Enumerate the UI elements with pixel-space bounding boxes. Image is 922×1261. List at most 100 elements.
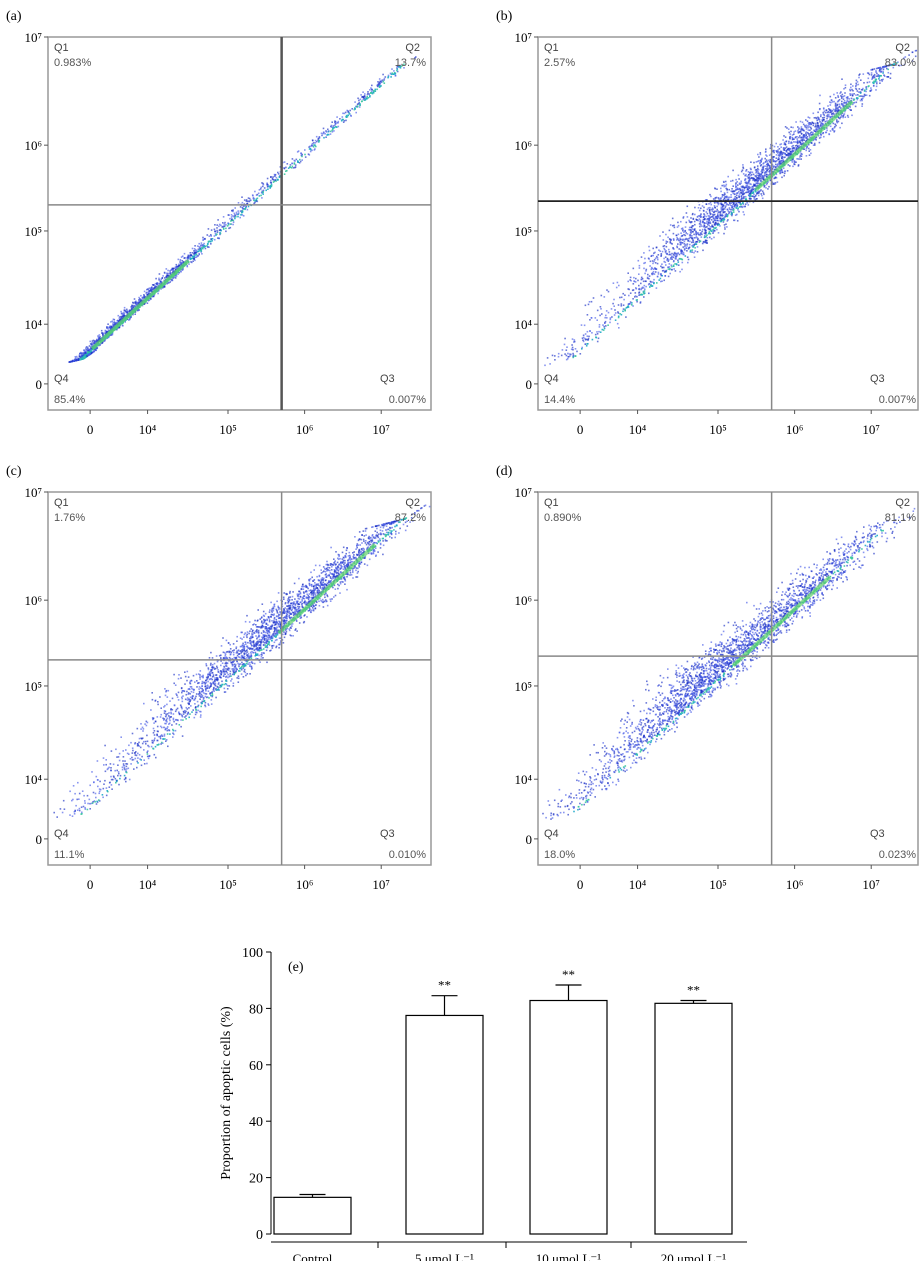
y-tick-label: 100	[242, 946, 263, 961]
x-tick-label: 5 μmol L⁻¹	[415, 1251, 474, 1261]
quadrant-pct-q3: 0.010%	[389, 849, 427, 861]
quadrant-label-q3: Q3	[870, 828, 885, 840]
quadrant-pct-q4: 11.1%	[54, 849, 85, 861]
significance-mark: **	[687, 983, 700, 998]
panel-label: (b)	[496, 9, 513, 24]
y-tick-label: 10⁴	[514, 317, 532, 332]
y-tick-label: 10⁶	[514, 593, 532, 608]
y-tick-label: 10⁵	[24, 224, 42, 239]
quadrant-label-q2: Q2	[405, 497, 420, 509]
panel-label: (e)	[288, 960, 304, 975]
x-tick-label: 10⁴	[139, 422, 157, 437]
bar	[529, 999, 608, 1235]
x-tick-label: 0	[577, 422, 584, 437]
flow-panel-c: (c) Q1 1.76% Q2 87.2% Q3 0.010% Q4 11.1% 10⁷ 10⁶ 10…	[0, 455, 440, 895]
y-tick-label: 10⁷	[24, 485, 42, 500]
y-tick-label: 0	[526, 832, 533, 847]
y-tick-label: 0	[36, 832, 43, 847]
quadrant-pct-q2: 83.0%	[885, 57, 916, 69]
x-tick-label: 10⁶	[296, 422, 314, 437]
flow-panel-a: (a) Q1 0.983% Q2 13.7% Q3 0.007% Q4 85.4% 10⁷ 10⁶ 1…	[0, 0, 440, 440]
quadrant-pct-q4: 14.4%	[544, 394, 575, 406]
density-core	[90, 259, 190, 351]
x-tick-label: 10⁵	[709, 422, 727, 437]
x-tick-label: 20 μmol L⁻¹	[661, 1251, 726, 1261]
panel-label: (d)	[496, 464, 513, 479]
quadrant-pct-q2: 81.1%	[885, 512, 916, 524]
density-core	[277, 543, 377, 635]
quadrant-pct-q3: 0.007%	[389, 394, 427, 406]
x-tick-label: Control	[293, 1251, 333, 1261]
x-tick-label: 10⁴	[139, 877, 157, 892]
quadrant-label-q2: Q2	[405, 42, 420, 54]
quadrant-label-q1: Q1	[544, 42, 559, 54]
quadrant-label-q2: Q2	[895, 42, 910, 54]
quadrant-pct-q3: 0.023%	[879, 849, 917, 861]
y-tick-label: 10⁶	[514, 138, 532, 153]
quadrant-pct-q2: 87.2%	[395, 512, 426, 524]
x-tick-label: 10⁵	[219, 877, 237, 892]
y-tick-label: 60	[249, 1059, 263, 1074]
y-tick-label: 10⁶	[24, 138, 42, 153]
quadrant-label-q1: Q1	[544, 497, 559, 509]
y-tick-label: 10⁵	[514, 679, 532, 694]
y-tick-label: 10⁷	[514, 485, 532, 500]
x-tick-label: 10⁵	[219, 422, 237, 437]
plot-frame	[537, 491, 919, 866]
y-axis-label: Proportion of apoptic cells (%)	[219, 1006, 234, 1180]
bar	[654, 1002, 733, 1235]
y-tick-label: 40	[249, 1115, 263, 1130]
y-tick-label: 0	[526, 377, 533, 392]
quadrant-label-q1: Q1	[54, 42, 69, 54]
x-tick-label: 10⁶	[786, 877, 804, 892]
panel-label: (c)	[6, 464, 22, 479]
x-tick-label: 10⁴	[629, 422, 647, 437]
bar	[273, 1196, 352, 1235]
x-tick-label: 10⁶	[296, 877, 314, 892]
x-tick-label: 10⁷	[372, 877, 390, 892]
y-tick-label: 10⁴	[24, 772, 42, 787]
quadrant-pct-q1: 2.57%	[544, 57, 575, 69]
x-tick-label: 10⁷	[862, 422, 880, 437]
y-tick-label: 10⁶	[24, 593, 42, 608]
scatter-cloud	[53, 504, 431, 818]
quadrant-pct-q1: 0.890%	[544, 512, 582, 524]
y-tick-label: 10⁵	[514, 224, 532, 239]
y-tick-label: 10⁷	[24, 30, 42, 45]
bar	[405, 1014, 484, 1235]
panel-label: (a)	[6, 9, 22, 24]
quadrant-label-q4: Q4	[54, 828, 69, 840]
x-tick-label: 10⁷	[862, 877, 880, 892]
quadrant-label-q4: Q4	[544, 373, 559, 385]
quadrant-pct-q4: 85.4%	[54, 394, 85, 406]
quadrant-label-q1: Q1	[54, 497, 69, 509]
y-tick-label: 10⁵	[24, 679, 42, 694]
x-tick-label: 10⁶	[786, 422, 804, 437]
flow-panel-d: (d) Q1 0.890% Q2 81.1% Q3 0.023% Q4 18.0% 10⁷ 10⁶ 1…	[490, 455, 922, 895]
y-tick-label: 10⁴	[514, 772, 532, 787]
x-tick-label: 0	[87, 422, 94, 437]
bar-chart-apoptosis: 0 20 40 60 80 100 (e) Proportion of apoptic cel…	[219, 946, 747, 1261]
y-tick-label: 10⁷	[514, 30, 532, 45]
quadrant-label-q3: Q3	[870, 373, 885, 385]
significance-mark: **	[438, 978, 451, 993]
y-tick-label: 0	[256, 1228, 263, 1243]
quadrant-label-q4: Q4	[54, 373, 69, 385]
x-tick-label: 10⁷	[372, 422, 390, 437]
quadrant-pct-q1: 0.983%	[54, 57, 92, 69]
quadrant-label-q3: Q3	[380, 828, 395, 840]
quadrant-pct-q2: 13.7%	[395, 57, 426, 69]
density-core	[731, 575, 832, 667]
flow-panel-b: (b) Q1 2.57% Q2 83.0% Q3 0.007% Q4 14.4% 10⁷ 10⁶ 10…	[490, 0, 922, 440]
significance-mark: **	[562, 967, 575, 982]
y-tick-label: 20	[249, 1172, 263, 1187]
y-tick-label: 0	[36, 377, 43, 392]
x-tick-label: 10⁵	[709, 877, 727, 892]
x-tick-label: 10⁴	[629, 877, 647, 892]
y-tick-label: 80	[249, 1002, 263, 1017]
y-tick-label: 10⁴	[24, 317, 42, 332]
x-tick-label: 0	[87, 877, 94, 892]
x-tick-label: 10 μmol L⁻¹	[536, 1251, 601, 1261]
quadrant-pct-q3: 0.007%	[879, 394, 917, 406]
quadrant-label-q4: Q4	[544, 828, 559, 840]
